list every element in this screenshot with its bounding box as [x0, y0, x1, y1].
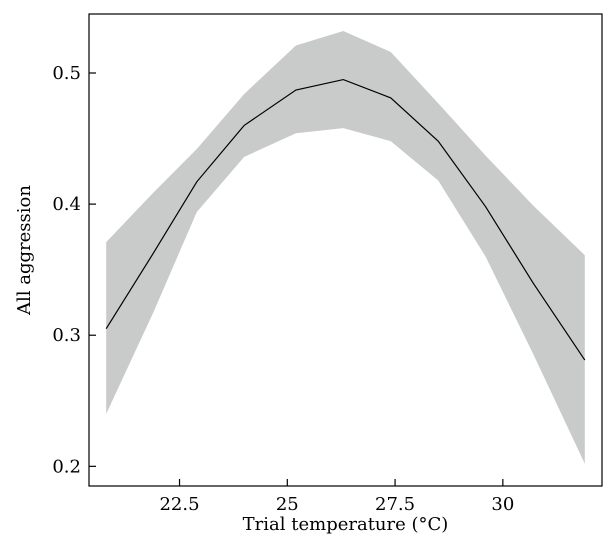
x-tick-label: 27.5 — [375, 494, 415, 515]
y-tick-label: 0.2 — [52, 456, 81, 477]
y-axis-label: All aggression — [14, 185, 35, 316]
x-tick-label: 25 — [276, 494, 299, 515]
confidence-band-layer — [106, 31, 585, 464]
x-axis-ticks: 22.5 25 27.5 30 — [159, 479, 514, 515]
fit-line — [105, 78, 586, 361]
y-tick-label: 0.5 — [52, 63, 81, 84]
y-axis-ticks: 0.2 0.3 0.4 0.5 — [52, 63, 96, 477]
y-tick-label: 0.3 — [52, 325, 81, 346]
fit-line-layer — [105, 78, 586, 361]
confidence-band — [106, 31, 585, 464]
y-tick-label: 0.4 — [52, 194, 81, 215]
x-axis-label: Trial temperature (°C) — [243, 514, 449, 535]
plot-frame — [88, 13, 603, 487]
x-tick-label: 22.5 — [159, 494, 199, 515]
x-tick-label: 30 — [491, 494, 514, 515]
